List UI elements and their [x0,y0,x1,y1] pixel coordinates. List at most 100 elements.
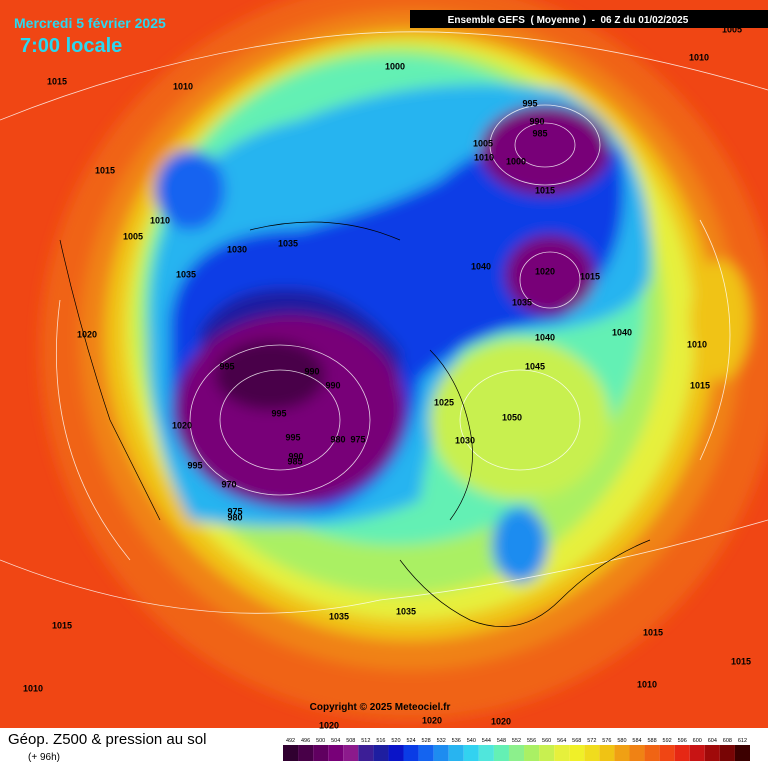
pressure-label: 1015 [535,185,555,195]
pressure-label: 1035 [329,611,349,621]
legend-swatch [493,745,509,761]
pressure-label: 1015 [47,76,67,86]
legend-swatch [298,745,314,761]
legend-swatch [704,745,720,761]
legend-swatch [328,745,344,761]
legend-swatch [539,745,555,761]
pressure-label: 1005 [473,138,493,148]
legend-tick-label: 548 [497,738,506,744]
legend-swatch [629,745,645,761]
legend-tick-label: 500 [316,738,325,744]
legend-tick-label: 552 [512,738,521,744]
legend-tick-label: 512 [361,738,370,744]
legend-swatch [614,745,630,761]
pressure-label: 990 [325,380,340,390]
pressure-label: 990 [529,116,544,126]
legend-swatch [463,745,479,761]
pressure-labels: 1015 1010 1000 995 990 985 1005 1010 1000 1015 101… [23,24,751,730]
pressure-label: 1010 [173,81,193,91]
pressure-label: 985 [532,128,547,138]
pressure-label: 1035 [278,238,298,248]
pressure-label: 980 [330,434,345,444]
legend-tick-label: 560 [542,738,551,744]
legend-swatch [283,745,299,761]
legend-swatch [403,745,419,761]
pressure-label: 1005 [123,231,143,241]
pressure-label: 1030 [227,244,247,254]
pressure-label: 1015 [731,656,751,666]
pressure-label: 1035 [512,297,532,307]
pressure-label: 1015 [690,380,710,390]
legend-swatch [448,745,464,761]
copyright: Copyright © 2025 Meteociel.fr [310,702,451,713]
pressure-label: 990 [288,451,303,461]
pressure-label: 1040 [612,327,632,337]
pressure-label: 980 [227,512,242,522]
pressure-label: 1025 [434,397,454,407]
footer-lead: (+ 96h) [28,752,60,763]
legend-swatch [358,745,374,761]
legend-tick-label: 544 [482,738,491,744]
pressure-label: 1045 [525,361,545,371]
pressure-label: 1010 [150,215,170,225]
pressure-label: 1015 [95,165,115,175]
legend-swatch [584,745,600,761]
color-legend: 492 496 500 504 508 512 516 520 524 528 532 536 540 5… [283,738,750,761]
pressure-label: 1005 [722,24,742,34]
pressure-label: 995 [187,460,202,470]
legend-tick-label: 492 [286,738,295,744]
legend-tick-label: 612 [738,738,747,744]
footer-title: Géop. Z500 & pression au sol [8,731,206,748]
legend-tick-label: 536 [452,738,461,744]
legend-swatch [433,745,449,761]
legend-tick-label: 568 [572,738,581,744]
pressure-label: 1035 [396,606,416,616]
pressure-label: 1020 [491,716,511,726]
pressure-label: 1000 [506,156,526,166]
pressure-label: 1015 [52,620,72,630]
legend-tick-label: 520 [391,738,400,744]
pressure-label: 1020 [319,720,339,730]
pressure-label: 1010 [689,52,709,62]
legend-tick-label: 608 [723,738,732,744]
legend-tick-label: 516 [376,738,385,744]
legend-swatch [554,745,570,761]
pressure-label: 1015 [643,627,663,637]
pressure-label: 995 [285,432,300,442]
legend-swatch [719,745,735,761]
model-info: Ensemble GEFS ( Moyenne ) - 06 Z du 01/0… [448,15,689,26]
model-box [410,10,768,28]
legend-swatch [689,745,705,761]
legend-swatch [418,745,434,761]
legend-swatch [343,745,359,761]
legend-swatch [734,745,750,761]
legend-swatch [674,745,690,761]
legend-tick-label: 564 [557,738,566,744]
pressure-label: 1020 [77,329,97,339]
legend-tick-label: 584 [632,738,641,744]
pressure-label: 1030 [455,435,475,445]
pressure-label: 970 [221,479,236,489]
pressure-label: 995 [219,361,234,371]
legend-swatch [569,745,585,761]
legend-tick-label: 532 [437,738,446,744]
date: Mercredi 5 février 2025 [14,15,166,31]
pressure-label: 1020 [172,420,192,430]
pressure-label: 1015 [580,271,600,281]
pressure-label: 975 [350,434,365,444]
pressure-label: 1035 [176,269,196,279]
legend-swatch [388,745,404,761]
legend-swatch [478,745,494,761]
legend-swatch [373,745,389,761]
pressure-label: 1050 [502,412,522,422]
legend-tick-label: 596 [678,738,687,744]
legend-swatch [508,745,525,761]
pressure-label: 1000 [385,61,405,71]
pressure-label: 1010 [637,679,657,689]
legend-tick-label: 504 [331,738,340,744]
legend-tick-label: 604 [708,738,717,744]
legend-tick-label: 580 [617,738,626,744]
legend-tick-label: 540 [467,738,476,744]
